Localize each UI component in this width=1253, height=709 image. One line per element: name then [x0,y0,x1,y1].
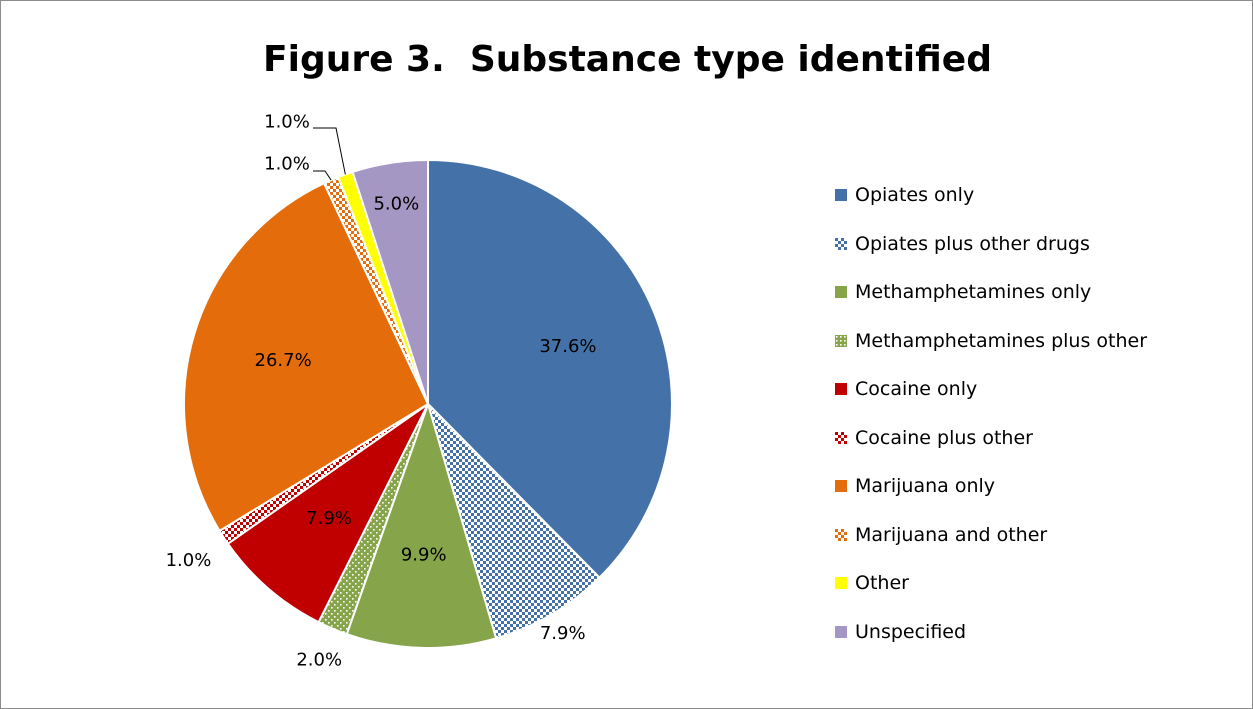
data-label-marijuana-and-other: 1.0% [264,154,310,175]
legend: Opiates only Opiates plus other drugs Meth… [835,171,1147,656]
data-label-methamphetamines-plus-other: 2.0% [296,649,342,670]
legend-swatch [835,334,847,347]
pie-slice-opiates-plus-other-drugs [427,403,601,640]
legend-label: Cocaine only [855,378,978,401]
legend-swatch [835,431,847,444]
legend-label: Methamphetamines plus other [855,329,1148,352]
legend-swatch [835,625,847,638]
legend-label: Methamphetamines only [855,281,1092,304]
legend-swatch [835,480,847,493]
legend-item-opiates-plus-other-drugs: Opiates plus other drugs [835,220,1147,269]
data-label-methamphetamines-only: 9.9% [401,545,447,566]
legend-label: Unspecified [855,620,967,643]
pie-slice-cocaine-only [226,403,429,624]
legend-swatch [835,189,847,202]
pie-slice-methamphetamines-only [345,400,498,649]
pie-slice-marijuana-only [183,181,430,533]
pie-slice-unspecified [351,158,429,405]
legend-label: Marijuana and other [855,523,1048,546]
chart-title: Figure 3. Substance type identified [263,39,992,80]
legend-item-other: Other [835,559,1147,608]
legend-item-cocaine-only: Cocaine only [835,365,1147,414]
data-labels: 37.6% 7.9% 9.9% 2.0% 7.9% 1.0% 26.7% 1.0% 1.0% 5.… [166,112,597,671]
legend-item-cocaine-plus-other: Cocaine plus other [835,414,1147,463]
legend-label: Marijuana only [855,475,996,498]
pie-slices [183,158,673,649]
legend-item-marijuana-only: Marijuana only [835,462,1147,511]
legend-swatch [835,237,847,250]
legend-label: Other [855,572,909,595]
leader-lines [313,127,346,181]
legend-swatch [835,286,847,299]
data-label-marijuana-only: 26.7% [255,350,312,371]
legend-label: Opiates only [855,184,975,207]
data-label-opiates-only: 37.6% [539,336,596,357]
data-label-unspecified: 5.0% [373,193,419,214]
legend-swatch [835,577,847,590]
data-label-cocaine-plus-other: 1.0% [166,550,212,571]
data-label-other: 1.0% [264,112,310,133]
data-label-cocaine-only: 7.9% [306,508,352,529]
leader-line-marijuana-and-other [313,170,332,181]
legend-item-unspecified: Unspecified [835,608,1147,657]
data-label-opiates-plus-other-drugs: 7.9% [540,623,586,644]
legend-label: Cocaine plus other [855,426,1033,449]
legend-label: Opiates plus other drugs [855,232,1090,255]
legend-item-opiates-only: Opiates only [835,171,1147,220]
legend-swatch [835,383,847,396]
legend-item-methamphetamines-only: Methamphetamines only [835,268,1147,317]
legend-item-methamphetamines-plus-other: Methamphetamines plus other [835,317,1147,366]
legend-swatch [835,528,847,541]
legend-item-marijuana-and-other: Marijuana and other [835,511,1147,560]
leader-line-other [313,127,346,175]
pie-slice-opiates-only [427,158,673,580]
